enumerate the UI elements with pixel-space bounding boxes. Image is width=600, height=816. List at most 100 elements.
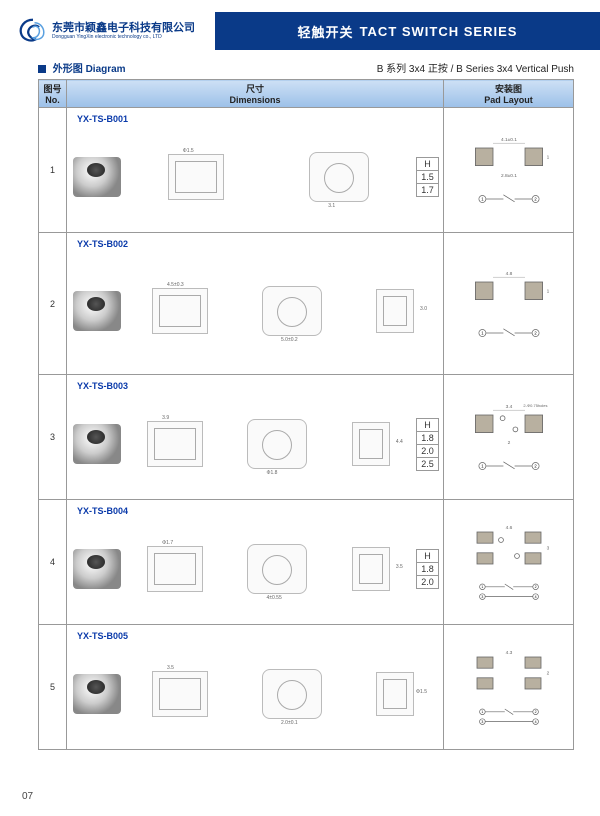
svg-text:2: 2 [534,585,536,589]
svg-text:3: 3 [481,595,483,599]
product-photo [73,291,121,331]
drawing-side-view: 3.5 [352,547,390,591]
svg-text:4: 4 [534,595,536,599]
svg-text:1.8: 1.8 [546,288,548,294]
pad-layout-diagram: 4.1±0.1 2.8±0.1 1.8 [469,131,549,181]
drawing-front-view: 3.9 [147,421,203,467]
pad-layout-diagram: 4.6 3.3 [469,523,549,573]
dimensions-cell: YX-TS-B0053.52.0±0.1Φ1.5 [67,625,444,750]
svg-text:3.3: 3.3 [546,546,548,552]
svg-text:4.3: 4.3 [505,650,512,656]
svg-text:2: 2 [534,710,536,714]
drawing-top-view: 4±0.55 [247,544,307,594]
dimension-area: 3.9 Φ1.8 4.4 H1.82.02.5 [71,393,439,495]
page-header: 东莞市颖鑫电子科技有限公司 Dongguan YingXin electroni… [0,12,600,50]
product-photo [73,157,121,197]
part-number: YX-TS-B004 [77,506,439,516]
part-number: YX-TS-B002 [77,239,439,249]
table-row: 1 YX-TS-B001 Φ1.5 3.1 H1.51.7 4.1±0.1 2.8±0.… [39,108,574,233]
dimensions-cell: YX-TS-B003 3.9 Φ1.8 4.4 H1.82.02.5 [67,375,444,500]
table-row: 4 YX-TS-B004 Φ1.7 4±0.55 3.5 H1.82.0 4.6 3.3 … [39,500,574,625]
svg-text:1: 1 [481,463,484,468]
header-title-cn: 轻触开关 [298,22,354,41]
dimensions-cell: YX-TS-B004 Φ1.7 4±0.55 3.5 H1.82.0 [67,500,444,625]
row-number: 4 [39,500,67,625]
height-options-table: H1.51.7 [416,157,439,197]
svg-text:3.4: 3.4 [505,404,512,410]
technical-drawings: Φ1.5 3.1 [127,152,410,202]
drawing-front-view: Φ1.5 [168,154,224,200]
product-photo [73,549,121,589]
diagram-label: 外形图 Diagram [38,60,126,75]
drawing-top-view: 3.1 [309,152,369,202]
dimension-area: Φ1.7 4±0.55 3.5 H1.82.0 [71,518,439,620]
dimensions-cell: YX-TS-B001 Φ1.5 3.1 H1.51.7 [67,108,444,233]
svg-text:1.8: 1.8 [546,154,548,160]
company-name-en: Dongguan YingXin electronic technology c… [52,34,195,40]
svg-text:4.6: 4.6 [505,525,512,531]
svg-text:1: 1 [481,710,483,714]
logo-icon [18,18,48,44]
page-number: 07 [22,791,33,802]
pad-layout-cell: 4.1±0.1 2.8±0.1 1.8 1 2 [444,108,574,233]
series-label: B 系列 3x4 正按 / B Series 3x4 Vertical Push [377,60,574,75]
dimension-area: 3.52.0±0.1Φ1.5 [71,643,439,745]
height-options-table: H1.82.0 [416,549,439,589]
col-header-no: 图号 No. [39,80,67,108]
schematic-icon: 1 2 [474,189,544,209]
col-header-pad: 安装图 Pad Layout [444,80,574,108]
schematic-icon: 1 2 3 4 [474,581,544,601]
page-content: 外形图 Diagram B 系列 3x4 正按 / B Series 3x4 V… [0,50,600,750]
col-header-dimensions: 尺寸 Dimensions [67,80,444,108]
drawing-side-view: Φ1.5 [376,672,414,716]
svg-text:2.5: 2.5 [546,671,548,677]
technical-drawings: 4.5±0.3 5.0±0.2 3.0 [127,286,439,336]
drawing-side-view: 4.4 [352,422,390,466]
header-title-en: TACT SWITCH SERIES [360,24,518,39]
table-row: 3 YX-TS-B003 3.9 Φ1.8 4.4 H1.82.02.5 3.4 2 2-… [39,375,574,500]
pad-layout-cell: 3.4 2 2-Φ0.75holes 1 2 [444,375,574,500]
svg-text:2.8±0.1: 2.8±0.1 [501,173,517,179]
dimension-area: Φ1.5 3.1 H1.51.7 [71,126,439,228]
svg-text:4.8: 4.8 [505,270,512,276]
schematic-icon: 1 2 [474,456,544,476]
header-title-bar: 轻触开关 TACT SWITCH SERIES [215,12,600,50]
table-row: 5YX-TS-B0053.52.0±0.1Φ1.5 4.3 2.5 1 2 3 … [39,625,574,750]
section-header: 外形图 Diagram B 系列 3x4 正按 / B Series 3x4 V… [38,60,574,75]
part-number: YX-TS-B005 [77,631,439,641]
svg-text:2: 2 [534,196,537,201]
svg-text:2: 2 [534,330,537,335]
schematic-icon: 1 2 [474,323,544,343]
schematic-icon: 1 2 3 4 [474,706,544,726]
technical-drawings: 3.52.0±0.1Φ1.5 [127,669,439,719]
dimension-area: 4.5±0.3 5.0±0.2 3.0 [71,251,439,370]
height-options-table: H1.82.02.5 [416,418,439,471]
svg-text:2: 2 [534,463,537,468]
svg-text:3: 3 [481,720,483,724]
row-number: 3 [39,375,67,500]
product-photo [73,424,121,464]
company-logo-block: 东莞市颖鑫电子科技有限公司 Dongguan YingXin electroni… [0,12,215,50]
part-number: YX-TS-B003 [77,381,439,391]
drawing-top-view: 5.0±0.2 [262,286,322,336]
pad-layout-diagram: 3.4 2 2-Φ0.75holes [469,398,549,448]
row-number: 2 [39,233,67,375]
drawing-side-view: 3.0 [376,289,414,333]
pad-layout-cell: 4.3 2.5 1 2 3 4 [444,625,574,750]
svg-text:2-Φ0.75holes: 2-Φ0.75holes [523,403,547,408]
svg-text:2: 2 [507,440,510,446]
technical-drawings: 3.9 Φ1.8 4.4 [127,419,410,469]
pad-layout-cell: 4.6 3.3 1 2 3 4 [444,500,574,625]
drawing-top-view: 2.0±0.1 [262,669,322,719]
company-name-cn: 东莞市颖鑫电子科技有限公司 [52,22,195,34]
svg-text:1: 1 [481,196,484,201]
drawing-front-view: Φ1.7 [147,546,203,592]
svg-text:4.1±0.1: 4.1±0.1 [501,137,517,143]
spec-table: 图号 No. 尺寸 Dimensions 安装图 Pad Layout 1 YX-… [38,79,574,750]
svg-text:1: 1 [481,330,484,335]
table-row: 2 YX-TS-B002 4.5±0.3 5.0±0.2 3.0 4.8 1.8 1 2 [39,233,574,375]
part-number: YX-TS-B001 [77,114,439,124]
dimensions-cell: YX-TS-B002 4.5±0.3 5.0±0.2 3.0 [67,233,444,375]
drawing-front-view: 4.5±0.3 [152,288,208,334]
drawing-top-view: Φ1.8 [247,419,307,469]
